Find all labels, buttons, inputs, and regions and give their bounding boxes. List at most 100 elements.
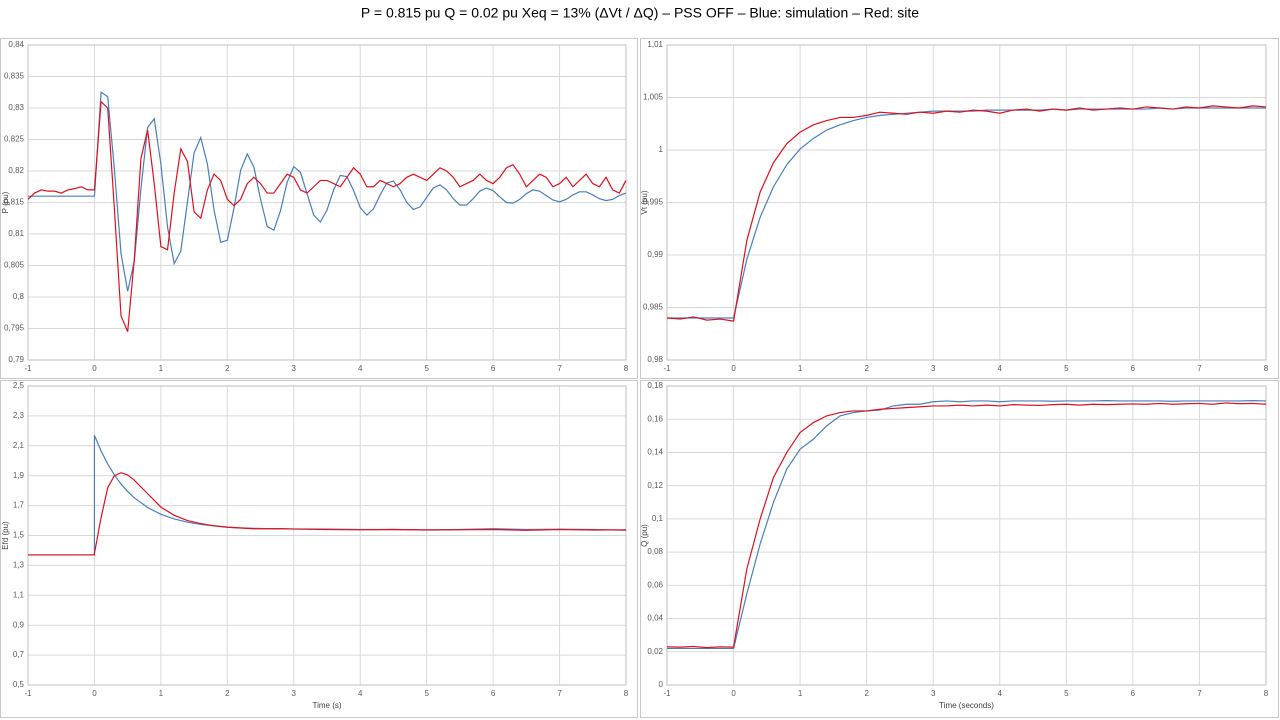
x-tick-label: -1 bbox=[663, 689, 671, 698]
x-tick-label: 3 bbox=[292, 689, 297, 698]
y-tick-label: 0 bbox=[659, 680, 664, 689]
panel-frame bbox=[640, 38, 1279, 379]
y-tick-label: 0,83 bbox=[8, 103, 24, 112]
y-tick-label: 0,02 bbox=[647, 647, 663, 656]
y-tick-label: 0,795 bbox=[4, 324, 25, 333]
x-tick-label: 6 bbox=[1131, 689, 1136, 698]
x-tick-label: 0 bbox=[92, 364, 97, 373]
x-tick-label: 0 bbox=[92, 689, 97, 698]
y-tick-label: 1,9 bbox=[13, 471, 25, 480]
y-tick-label: 2,5 bbox=[13, 381, 25, 390]
x-tick-label: 2 bbox=[225, 689, 230, 698]
x-tick-label: 8 bbox=[624, 689, 629, 698]
x-axis-label: Time (s) bbox=[312, 701, 341, 710]
series-line bbox=[666, 402, 1267, 649]
y-tick-label: 0,9 bbox=[13, 620, 25, 629]
y-tick-label: 0,08 bbox=[647, 547, 663, 556]
y-tick-label: 0,815 bbox=[4, 198, 25, 207]
x-tick-label: 2 bbox=[864, 364, 869, 373]
y-tick-label: 0,825 bbox=[4, 135, 25, 144]
x-tick-label: 6 bbox=[491, 364, 496, 373]
y-tick-label: 0,1 bbox=[652, 514, 664, 523]
x-tick-label: 3 bbox=[931, 364, 936, 373]
x-tick-label: 7 bbox=[557, 364, 562, 373]
series-line bbox=[28, 91, 627, 292]
x-tick-label: 7 bbox=[1197, 689, 1202, 698]
panel-frame bbox=[0, 38, 638, 379]
x-tick-label: 4 bbox=[998, 364, 1003, 373]
x-tick-label: 5 bbox=[1064, 689, 1069, 698]
y-tick-label: 0,04 bbox=[647, 614, 663, 623]
y-tick-label: 1 bbox=[659, 145, 664, 154]
y-tick-label: 1,7 bbox=[13, 501, 25, 510]
y-tick-label: 0,985 bbox=[643, 303, 664, 312]
x-tick-label: 8 bbox=[624, 364, 629, 373]
y-tick-label: 1,3 bbox=[13, 561, 25, 570]
x-tick-label: 4 bbox=[358, 689, 363, 698]
y-tick-label: 0,8 bbox=[13, 292, 25, 301]
series-line bbox=[28, 472, 627, 556]
y-tick-label: 0,835 bbox=[4, 72, 25, 81]
y-tick-label: 0,84 bbox=[8, 40, 24, 49]
series-line bbox=[667, 400, 1267, 650]
y-tick-label: 0,14 bbox=[647, 448, 663, 457]
x-tick-label: 0 bbox=[731, 689, 736, 698]
y-tick-label: 1,1 bbox=[13, 590, 25, 599]
y-tick-label: 0,98 bbox=[647, 355, 663, 364]
x-tick-label: 1 bbox=[159, 689, 164, 698]
x-tick-label: -1 bbox=[24, 364, 32, 373]
y-tick-label: 2,1 bbox=[13, 441, 25, 450]
y-tick-label: 0,82 bbox=[8, 166, 24, 175]
x-tick-label: 4 bbox=[358, 364, 363, 373]
y-axis-label: Efd (pu) bbox=[1, 521, 10, 550]
plot-area bbox=[27, 385, 627, 686]
series-line bbox=[667, 107, 1266, 319]
y-tick-label: 1,01 bbox=[647, 40, 663, 49]
x-tick-label: 3 bbox=[931, 689, 936, 698]
y-tick-label: 0,5 bbox=[13, 680, 25, 689]
x-tick-label: 3 bbox=[292, 364, 297, 373]
y-tick-label: 0,06 bbox=[647, 580, 663, 589]
plot-area bbox=[27, 44, 627, 361]
series-line bbox=[28, 435, 627, 556]
y-tick-label: 1,005 bbox=[643, 93, 664, 102]
plot-area bbox=[666, 44, 1267, 361]
x-tick-label: 5 bbox=[424, 364, 429, 373]
y-axis-label: Vt (pu) bbox=[640, 190, 649, 214]
y-tick-label: 0,18 bbox=[647, 381, 663, 390]
y-axis-label: Q (pu) bbox=[640, 524, 649, 547]
y-axis-label: P (pu) bbox=[1, 191, 10, 213]
series-line bbox=[666, 105, 1267, 322]
x-tick-label: 6 bbox=[1131, 364, 1136, 373]
x-tick-label: -1 bbox=[24, 689, 32, 698]
x-tick-label: 2 bbox=[225, 364, 230, 373]
panel-frame bbox=[640, 380, 1279, 718]
x-tick-label: 8 bbox=[1264, 364, 1269, 373]
y-tick-label: 0,16 bbox=[647, 414, 663, 423]
x-tick-label: 0 bbox=[731, 364, 736, 373]
y-tick-label: 0,995 bbox=[643, 198, 664, 207]
y-tick-label: 2,3 bbox=[13, 411, 25, 420]
x-axis-label: Time (seconds) bbox=[939, 701, 994, 710]
y-tick-label: 0,7 bbox=[13, 650, 25, 659]
x-tick-label: 8 bbox=[1264, 689, 1269, 698]
y-tick-label: 0,99 bbox=[647, 250, 663, 259]
series-line bbox=[27, 100, 627, 332]
x-tick-label: 7 bbox=[557, 689, 562, 698]
y-tick-label: 0,79 bbox=[8, 355, 24, 364]
x-tick-label: -1 bbox=[663, 364, 671, 373]
y-tick-label: 0,12 bbox=[647, 481, 663, 490]
x-tick-label: 2 bbox=[864, 689, 869, 698]
y-tick-label: 0,81 bbox=[8, 229, 24, 238]
y-tick-label: 1,5 bbox=[13, 531, 25, 540]
plot-area bbox=[666, 385, 1267, 686]
x-tick-label: 4 bbox=[998, 689, 1003, 698]
x-tick-label: 6 bbox=[491, 689, 496, 698]
x-tick-label: 5 bbox=[424, 689, 429, 698]
x-tick-label: 1 bbox=[798, 364, 803, 373]
y-tick-label: 0,805 bbox=[4, 261, 25, 270]
x-tick-label: 7 bbox=[1197, 364, 1202, 373]
page-title: P = 0.815 pu Q = 0.02 pu Xeq = 13% (ΔVt … bbox=[361, 5, 919, 21]
x-tick-label: 1 bbox=[798, 689, 803, 698]
